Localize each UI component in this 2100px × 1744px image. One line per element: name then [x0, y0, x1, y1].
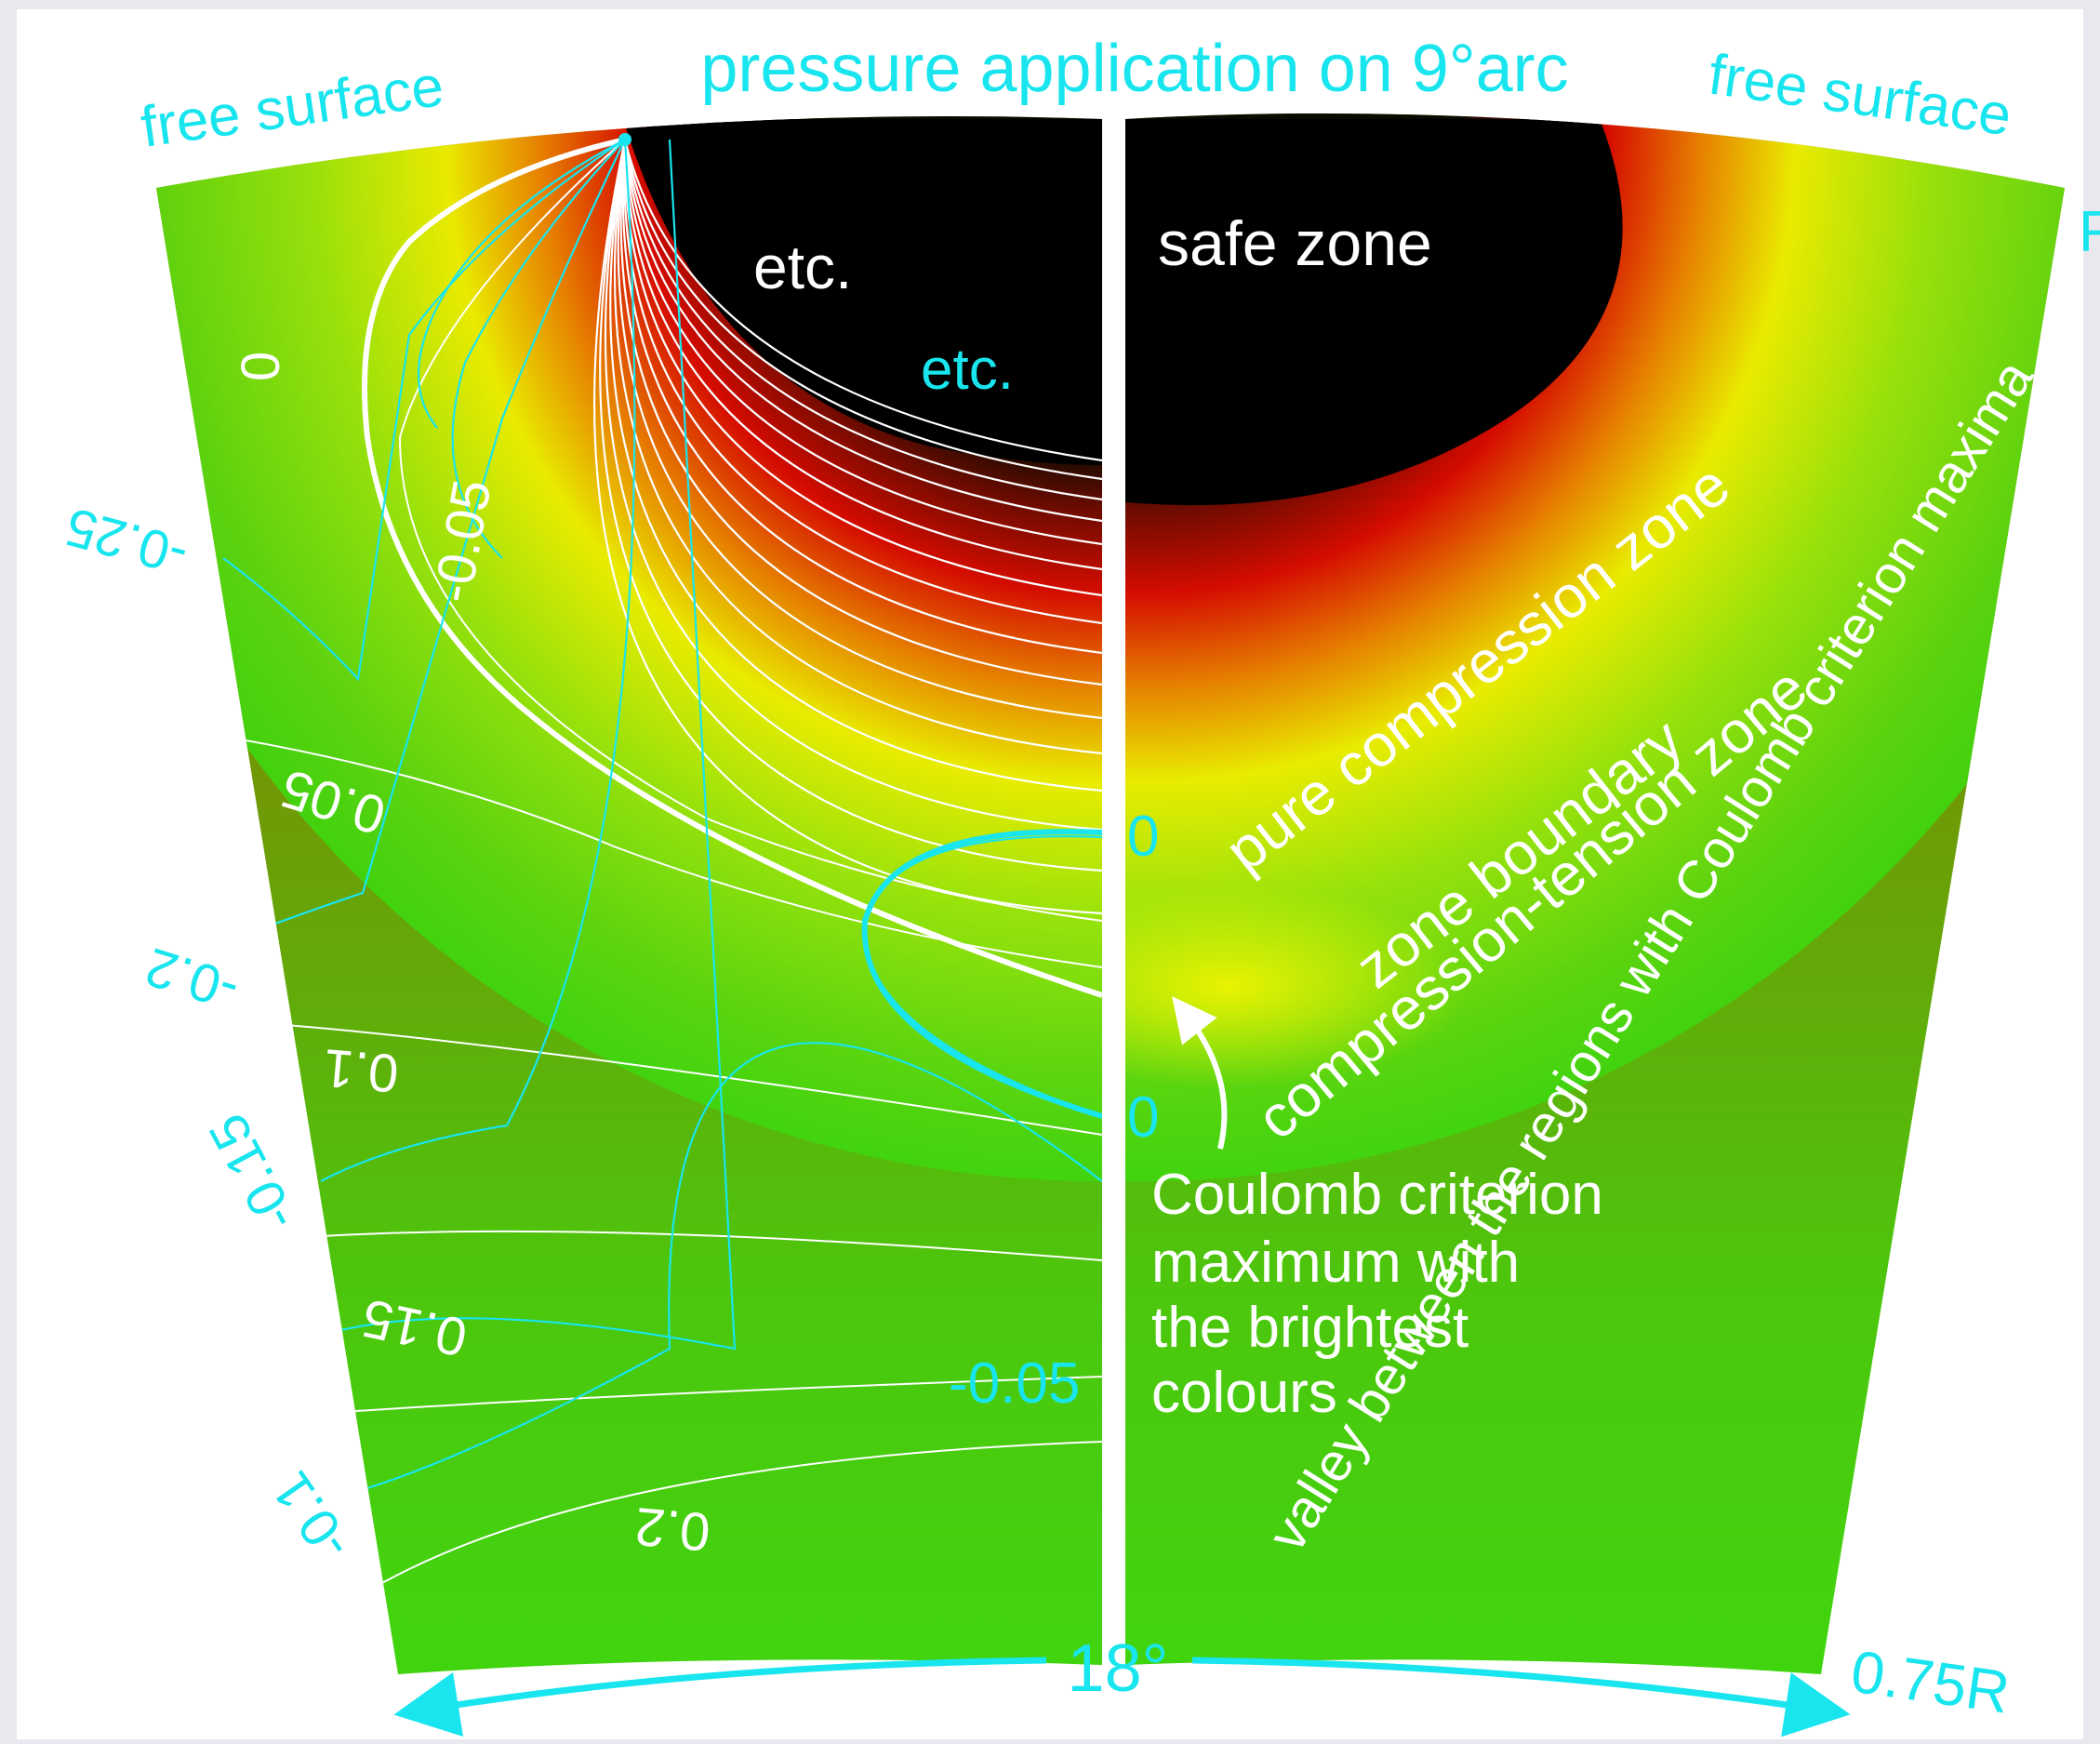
coulomb-pointer-arrow [1172, 996, 1228, 1150]
pressure-application-label: pressure application on 9°arc [700, 32, 1568, 106]
contour-label-0-2: 0.2 [632, 1496, 712, 1563]
safe-zone-label: safe zone [1158, 208, 1432, 279]
edge-letter: F [2079, 200, 2100, 264]
zero-upper-label: 0 [1127, 805, 1159, 869]
coulomb-line-4: colours [1151, 1361, 1337, 1425]
white-contour-lines [593, 139, 1102, 915]
white-contour-value-labels: 0 -0.05 0.05 0.1 0.15 0.2 [231, 352, 712, 1563]
right-safe-zone [1125, 119, 1623, 506]
angle-arrow-right [1191, 1657, 1851, 1737]
coulomb-line-2: maximum with [1151, 1231, 1520, 1295]
coulomb-maximum-glow [1125, 884, 1469, 1088]
angle-arrow-left [393, 1657, 1047, 1737]
etc-cyan-label: etc. [921, 338, 1014, 402]
left-safe-zone [623, 119, 1102, 465]
zero-lower-label: 0 [1127, 1085, 1159, 1150]
contour-label-0-1: 0.1 [321, 1037, 401, 1104]
contour-label-0: 0 [231, 352, 291, 381]
etc-white-label: etc. [753, 233, 852, 301]
cyan-contour-lines [222, 139, 1102, 1490]
cyan-thick-contour [861, 829, 1102, 1119]
coulomb-line-3: the brightest [1151, 1296, 1469, 1360]
angle-label: 18° [1068, 1631, 1169, 1706]
cyan-label-neg-0-05: -0.05 [949, 1351, 1080, 1416]
pressure-origin-point [618, 133, 631, 146]
zero-contour [362, 137, 1102, 998]
coulomb-maximum-label: Coulomb criterion maximum with the brigh… [1151, 1163, 1603, 1425]
left-panel [156, 116, 1102, 1674]
coulomb-line-1: Coulomb criterion [1151, 1163, 1603, 1227]
